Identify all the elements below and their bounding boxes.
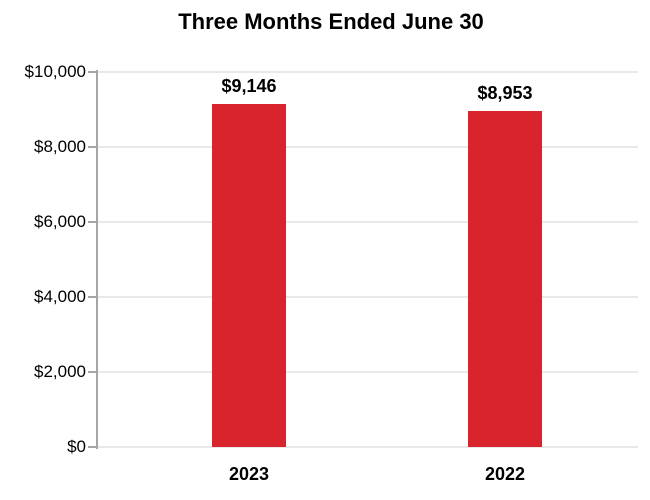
x-category-label: 2022 bbox=[484, 464, 526, 484]
gridline bbox=[97, 221, 638, 223]
bar-value-label: $8,953 bbox=[477, 83, 533, 104]
gridline bbox=[97, 71, 638, 73]
y-axis-tick bbox=[88, 296, 97, 298]
gridline bbox=[97, 446, 638, 448]
y-axis-tick bbox=[88, 71, 97, 73]
y-tick-label: $0 bbox=[67, 437, 86, 456]
x-category-label: 2023 bbox=[228, 464, 270, 484]
bar-2023 bbox=[212, 104, 286, 447]
chart-title: Three Months Ended June 30 bbox=[178, 9, 484, 34]
gridline bbox=[97, 296, 638, 298]
gridline bbox=[97, 371, 638, 373]
y-tick-label: $4,000 bbox=[34, 287, 86, 306]
gridline bbox=[97, 146, 638, 148]
y-tick-label: $10,000 bbox=[24, 62, 86, 81]
y-axis-tick bbox=[88, 371, 97, 373]
y-axis-tick bbox=[88, 146, 97, 148]
y-tick-label: $2,000 bbox=[34, 362, 86, 381]
bar-2022 bbox=[468, 111, 542, 447]
bar-value-label: $9,146 bbox=[221, 76, 277, 97]
y-axis-line bbox=[96, 70, 98, 449]
y-axis-tick bbox=[88, 446, 97, 448]
y-tick-label: $8,000 bbox=[34, 137, 86, 156]
y-axis-tick bbox=[88, 221, 97, 223]
y-tick-label: $6,000 bbox=[34, 212, 86, 231]
